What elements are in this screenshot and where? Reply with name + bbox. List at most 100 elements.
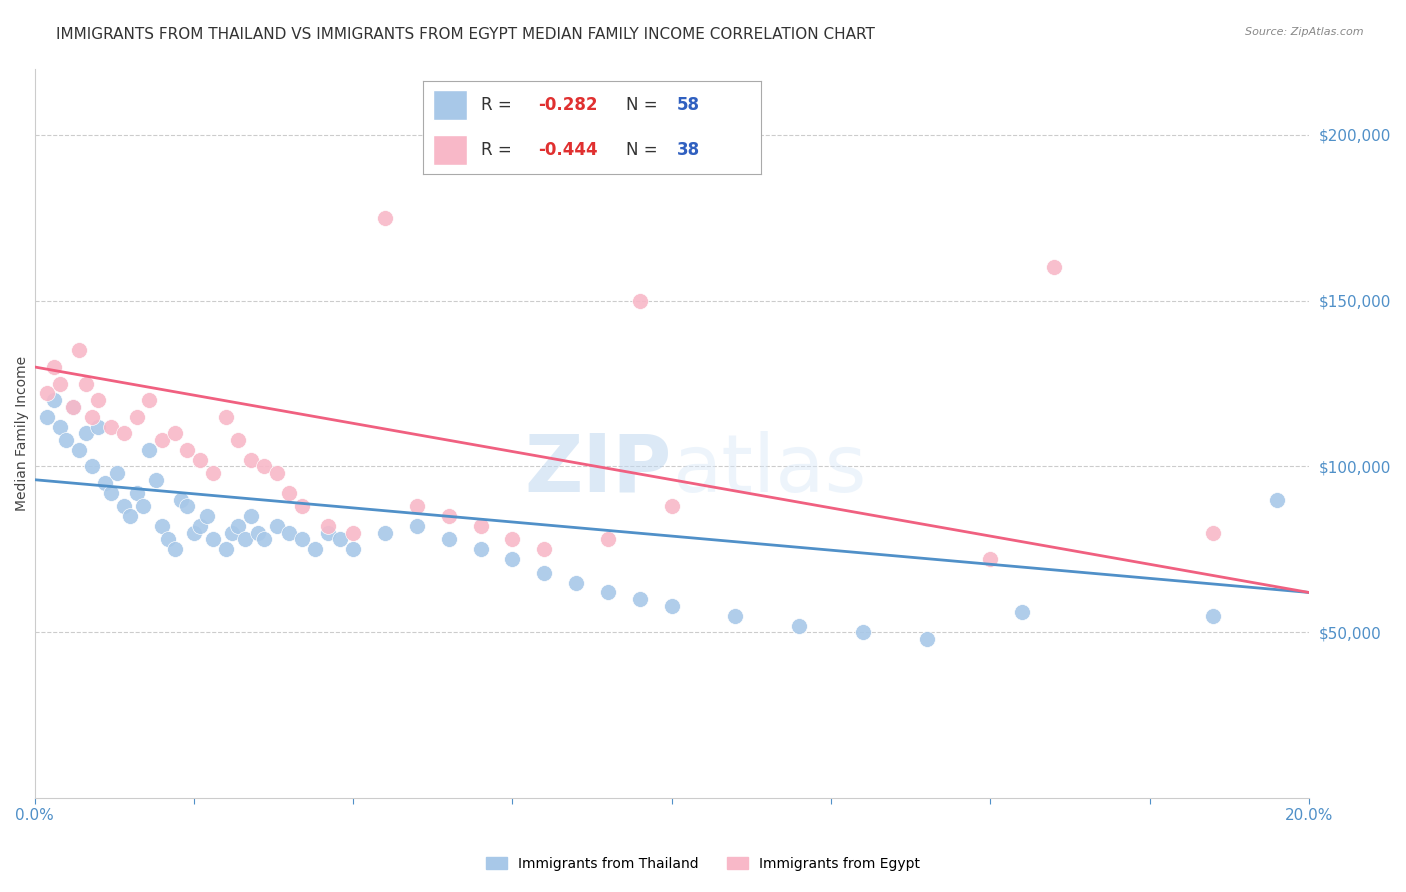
Point <box>49 419 72 434</box>
Point <box>67 442 90 457</box>
Point <box>787 618 810 632</box>
Point <box>253 533 276 547</box>
Point <box>533 566 555 580</box>
Point <box>163 542 186 557</box>
Point <box>304 542 326 557</box>
Point <box>533 542 555 557</box>
Point <box>470 519 492 533</box>
Point <box>1202 525 1225 540</box>
Point <box>266 519 288 533</box>
Point <box>628 592 651 607</box>
Point <box>915 632 938 646</box>
Point <box>75 376 97 391</box>
Point <box>329 533 352 547</box>
Point <box>138 393 160 408</box>
Point <box>75 426 97 441</box>
Point <box>112 426 135 441</box>
Point <box>112 500 135 514</box>
Point <box>405 500 427 514</box>
Point <box>724 608 747 623</box>
Text: Source: ZipAtlas.com: Source: ZipAtlas.com <box>1246 27 1364 37</box>
Point <box>87 393 110 408</box>
Point <box>100 419 122 434</box>
Point <box>437 533 460 547</box>
Point <box>1011 606 1033 620</box>
Point <box>278 525 301 540</box>
Point <box>596 533 619 547</box>
Point <box>93 476 115 491</box>
Point <box>42 359 65 374</box>
Point <box>661 599 683 613</box>
Point <box>228 519 250 533</box>
Point <box>240 452 263 467</box>
Point <box>125 486 148 500</box>
Point <box>49 376 72 391</box>
Point <box>163 426 186 441</box>
Point <box>221 525 243 540</box>
Point <box>120 509 142 524</box>
Point <box>215 542 238 557</box>
Point <box>1043 260 1066 275</box>
Point <box>176 500 198 514</box>
Point <box>374 211 396 225</box>
Point <box>176 442 198 457</box>
Point <box>62 400 84 414</box>
Point <box>188 452 211 467</box>
Point <box>188 519 211 533</box>
Point <box>661 500 683 514</box>
Point <box>80 459 103 474</box>
Y-axis label: Median Family Income: Median Family Income <box>15 356 30 511</box>
Point <box>201 533 224 547</box>
Point <box>291 533 314 547</box>
Point <box>145 473 167 487</box>
Point <box>37 386 59 401</box>
Point <box>405 519 427 533</box>
Point <box>87 419 110 434</box>
Point <box>37 409 59 424</box>
Point <box>266 466 288 480</box>
Point <box>342 542 364 557</box>
Text: ZIP: ZIP <box>524 431 672 508</box>
Point <box>342 525 364 540</box>
Point <box>470 542 492 557</box>
Point <box>157 533 180 547</box>
Point <box>291 500 314 514</box>
Point <box>150 519 173 533</box>
Point <box>501 533 523 547</box>
Point <box>437 509 460 524</box>
Point <box>201 466 224 480</box>
Point <box>183 525 205 540</box>
Point <box>42 393 65 408</box>
Point <box>316 525 339 540</box>
Point <box>246 525 269 540</box>
Point <box>55 433 77 447</box>
Point <box>125 409 148 424</box>
Point <box>195 509 218 524</box>
Text: IMMIGRANTS FROM THAILAND VS IMMIGRANTS FROM EGYPT MEDIAN FAMILY INCOME CORRELATI: IMMIGRANTS FROM THAILAND VS IMMIGRANTS F… <box>56 27 875 42</box>
Point <box>278 486 301 500</box>
Point <box>233 533 256 547</box>
Point <box>316 519 339 533</box>
Text: atlas: atlas <box>672 431 866 508</box>
Point <box>215 409 238 424</box>
Point <box>150 433 173 447</box>
Point <box>62 400 84 414</box>
Point <box>628 293 651 308</box>
Point <box>374 525 396 540</box>
Legend: Immigrants from Thailand, Immigrants from Egypt: Immigrants from Thailand, Immigrants fro… <box>481 851 925 876</box>
Point <box>67 343 90 358</box>
Point <box>105 466 128 480</box>
Point <box>501 552 523 566</box>
Point <box>565 575 588 590</box>
Point <box>852 625 875 640</box>
Point <box>596 585 619 599</box>
Point <box>1202 608 1225 623</box>
Point <box>240 509 263 524</box>
Point <box>132 500 155 514</box>
Point <box>228 433 250 447</box>
Point <box>138 442 160 457</box>
Point <box>100 486 122 500</box>
Point <box>170 492 193 507</box>
Point <box>979 552 1001 566</box>
Point <box>253 459 276 474</box>
